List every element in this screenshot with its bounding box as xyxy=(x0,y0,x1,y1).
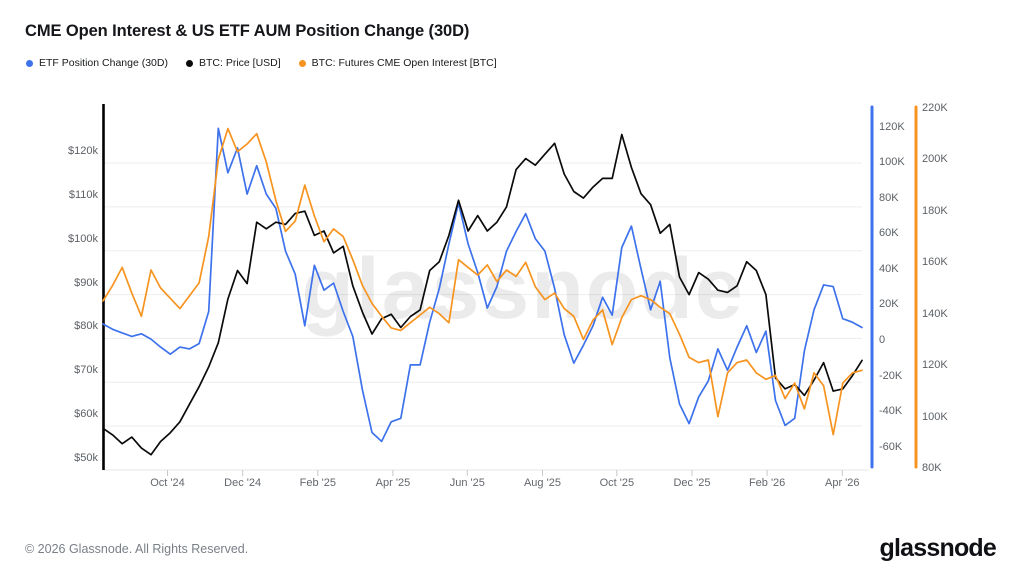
legend: ETF Position Change (30D) BTC: Price [USD… xyxy=(26,57,497,69)
legend-item-label: ETF Position Change (30D) xyxy=(39,57,168,69)
legend-item-1[interactable]: BTC: Price [USD] xyxy=(185,57,281,69)
series-line-0 xyxy=(102,127,863,443)
copyright-text: © 2026 Glassnode. All Rights Reserved. xyxy=(25,542,249,556)
series-line-1 xyxy=(102,133,863,456)
legend-dot-icon xyxy=(185,59,193,67)
legend-item-0[interactable]: ETF Position Change (30D) xyxy=(26,57,168,69)
legend-item-2[interactable]: BTC: Futures CME Open Interest [BTC] xyxy=(298,57,497,69)
legend-dot-icon xyxy=(298,59,306,67)
watermark-text: glassnode xyxy=(301,241,744,337)
glassnode-logo: glassnode xyxy=(879,534,997,562)
legend-item-label: BTC: Price [USD] xyxy=(198,57,281,69)
page-title: CME Open Interest & US ETF AUM Position … xyxy=(25,22,470,40)
legend-item-label: BTC: Futures CME Open Interest [BTC] xyxy=(311,57,497,69)
series-line-2 xyxy=(102,127,863,436)
legend-dot-icon xyxy=(26,59,33,67)
